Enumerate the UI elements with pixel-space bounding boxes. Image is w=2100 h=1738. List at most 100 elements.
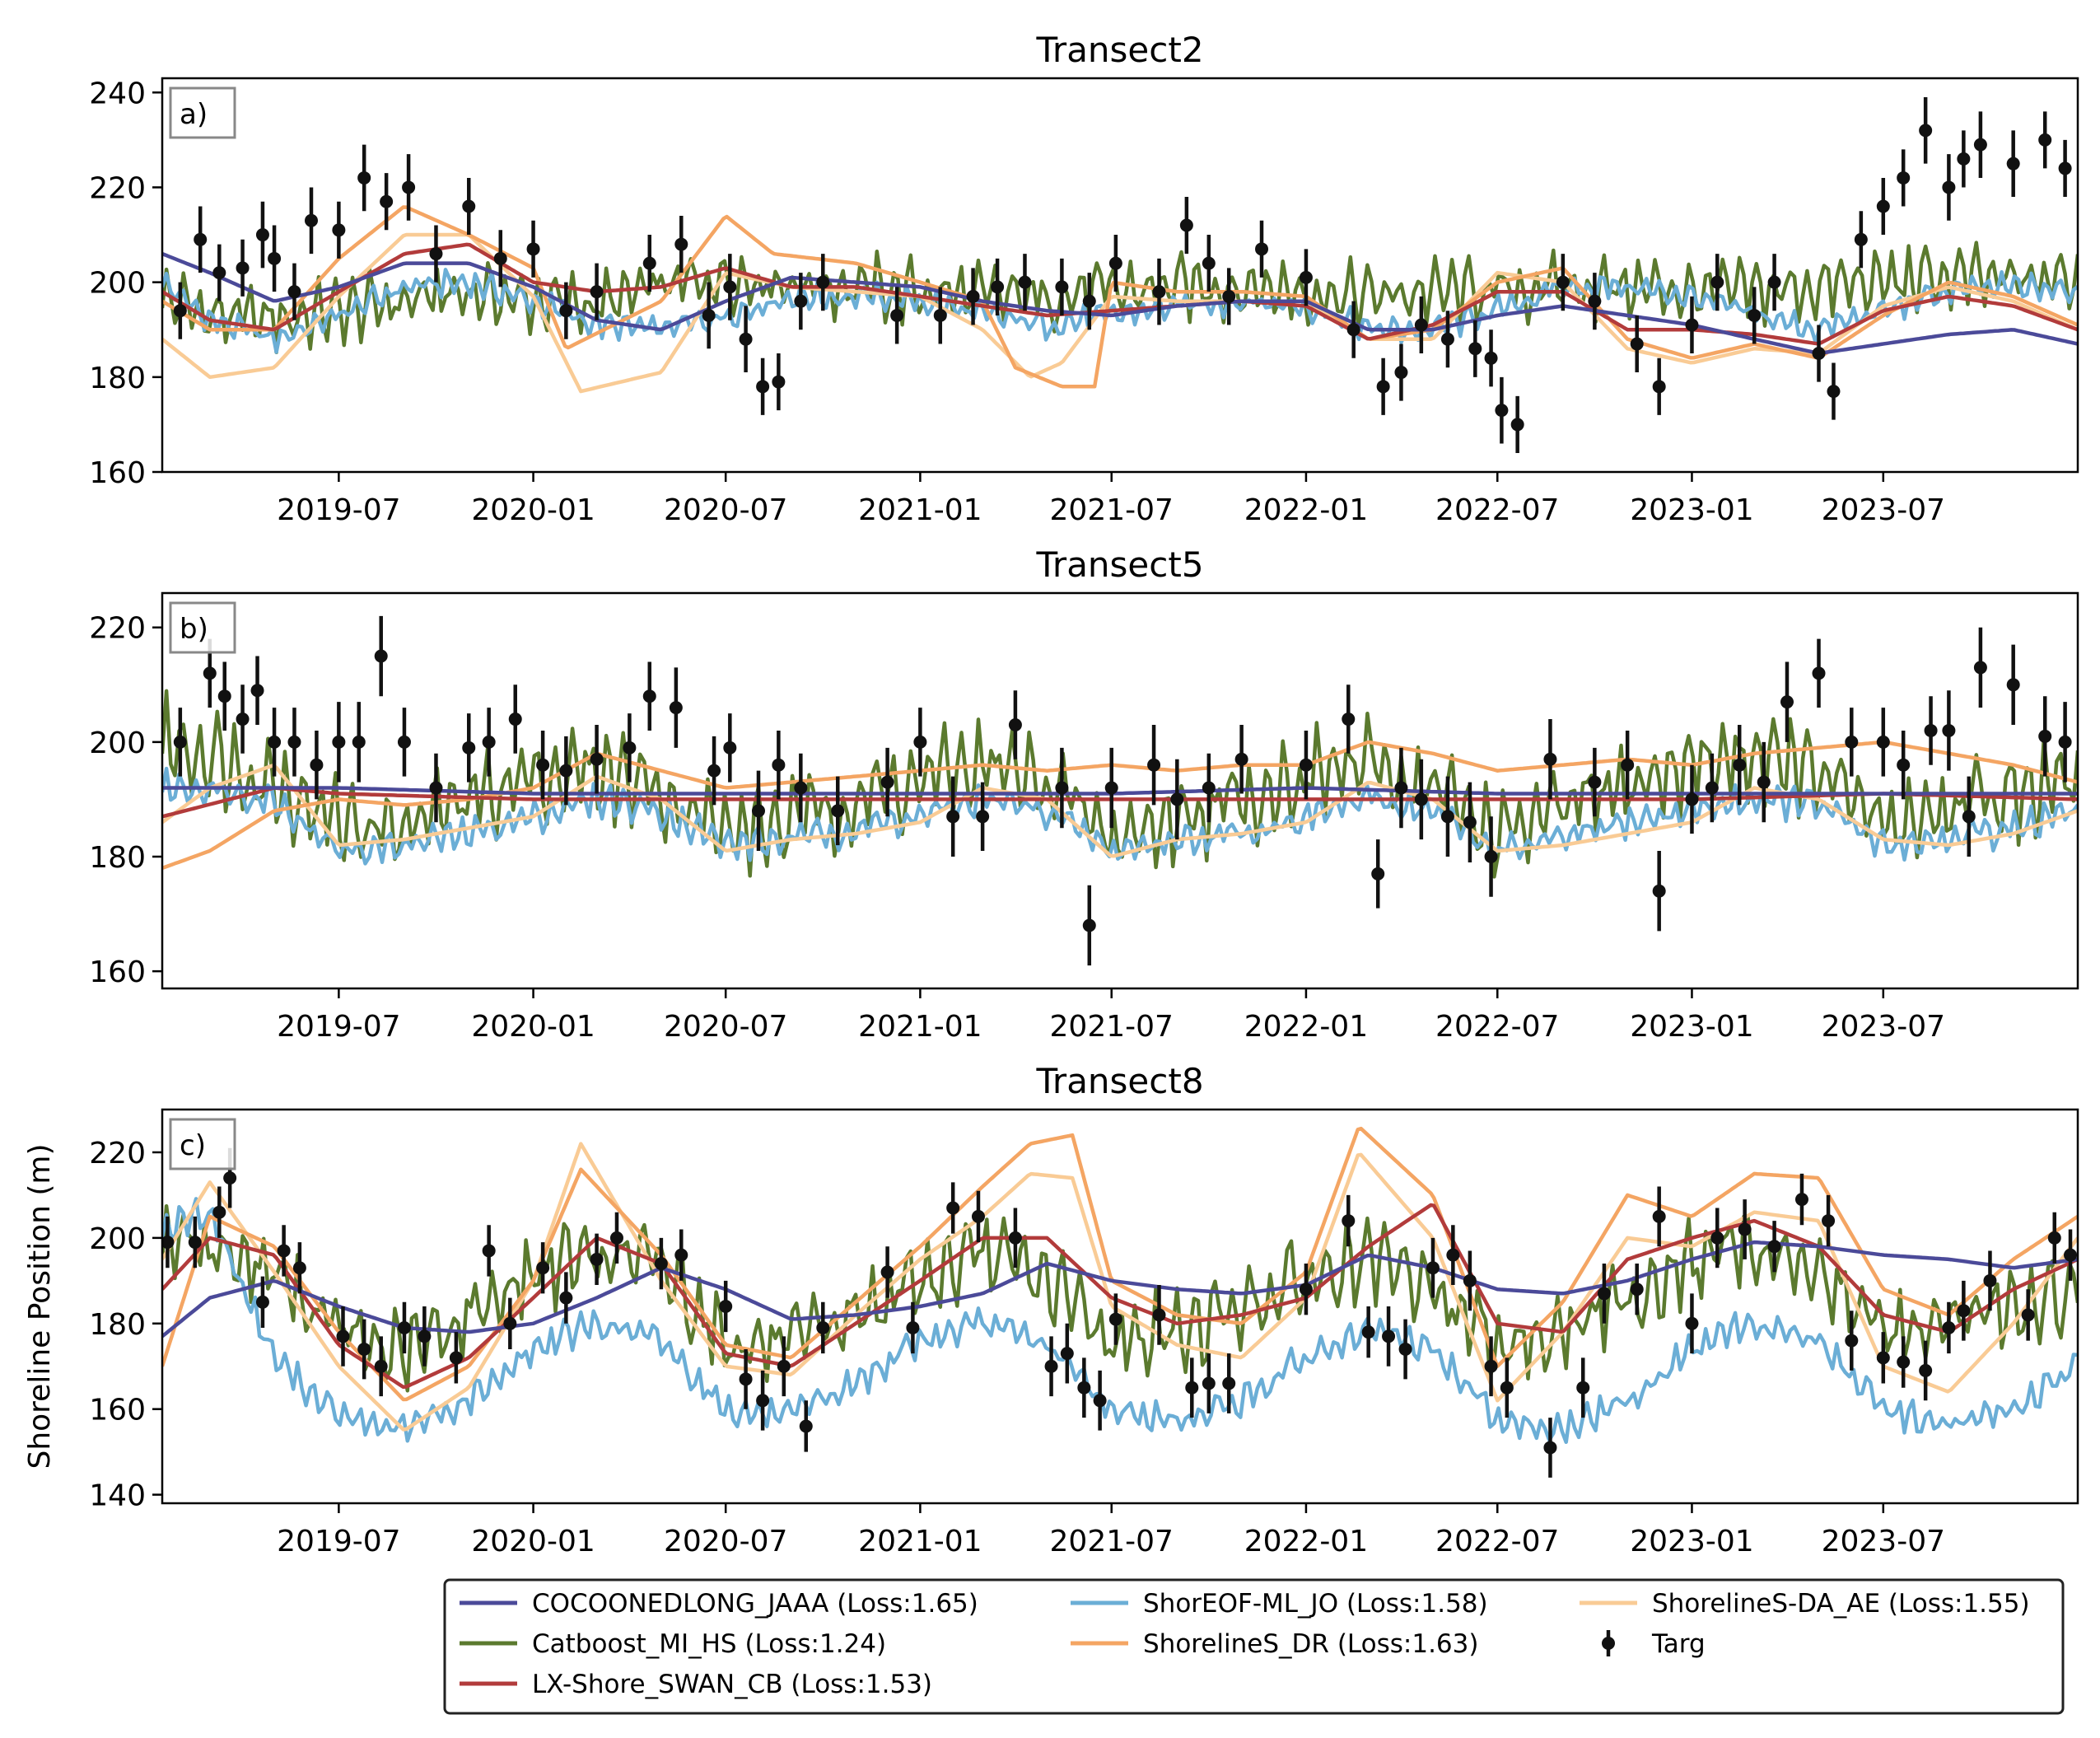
- target-point: [1556, 275, 1570, 289]
- x-tick-label: 2020-07: [664, 1525, 787, 1558]
- target-point: [1630, 1282, 1644, 1296]
- target-point: [1748, 308, 1762, 322]
- series-line: [162, 786, 2078, 796]
- target-point: [971, 1209, 985, 1223]
- panel-3: Transect8 140 160 180 200 220 2019-07 2020-01 20…: [89, 1061, 2079, 1558]
- series-line: [162, 232, 2078, 394]
- target-point: [1543, 752, 1557, 766]
- target-point: [536, 1261, 550, 1275]
- target-point: [1346, 323, 1360, 337]
- target-point: [777, 1359, 791, 1373]
- target-point: [1376, 380, 1390, 394]
- target-point: [723, 741, 737, 755]
- target-point: [462, 199, 476, 213]
- target-point: [674, 237, 688, 251]
- x-tick-label: 2023-01: [1630, 1010, 1753, 1044]
- target-point: [1957, 152, 1971, 166]
- target-point: [1152, 285, 1166, 299]
- y-tick-label: 220: [89, 1137, 146, 1170]
- target-point: [1705, 781, 1719, 795]
- target-point: [418, 1329, 432, 1343]
- target-point: [217, 689, 231, 703]
- target-point: [1255, 242, 1269, 256]
- x-tick-label: 2021-07: [1050, 1525, 1174, 1558]
- target-point: [1543, 1441, 1557, 1455]
- y-tick-label: 200: [89, 1222, 146, 1256]
- panel-tag-box: [169, 1118, 236, 1170]
- target-point: [669, 701, 683, 715]
- x-tick-label: 2023-07: [1822, 1010, 1945, 1044]
- target-point: [590, 752, 604, 766]
- target-point: [352, 735, 366, 749]
- target-point: [1897, 758, 1911, 772]
- target-point: [292, 1261, 306, 1275]
- target-point: [1812, 666, 1826, 680]
- panel-series: [162, 97, 2078, 453]
- series-line: [162, 763, 2078, 858]
- panel-2: Transect5 160 180 200 220 2019-07 2020-01 2020-…: [89, 544, 2079, 1044]
- target-point: [794, 781, 808, 795]
- target-point: [1484, 351, 1498, 365]
- target-point: [1876, 735, 1890, 749]
- target-point: [723, 280, 737, 294]
- target-point: [831, 804, 845, 818]
- target-point: [1371, 867, 1385, 881]
- y-tick-label: 200: [89, 267, 146, 301]
- series-line: [162, 205, 2078, 389]
- y-tick-label: 200: [89, 727, 146, 760]
- target-point: [559, 1291, 573, 1305]
- target-point: [719, 1300, 733, 1313]
- x-tick-label: 2022-01: [1244, 1525, 1368, 1558]
- target-point: [332, 223, 346, 237]
- target-point: [1398, 1342, 1412, 1356]
- target-point: [1446, 1248, 1460, 1262]
- target-point: [1767, 1240, 1781, 1254]
- target-point: [1897, 171, 1911, 185]
- target-point: [756, 380, 770, 394]
- target-point: [1710, 275, 1724, 289]
- panel-title: Transect2: [1035, 30, 1203, 70]
- target-point: [1414, 792, 1428, 806]
- legend-label: Catboost_MI_HS (Loss:1.24): [532, 1629, 886, 1659]
- target-point: [1342, 712, 1356, 727]
- target-point: [739, 332, 753, 346]
- target-point: [1942, 180, 1956, 194]
- target-point: [772, 375, 786, 389]
- target-point: [188, 1236, 202, 1250]
- series-line: [162, 1203, 2078, 1393]
- panel-tag: a): [180, 98, 208, 131]
- target-point: [503, 1316, 517, 1330]
- x-tick-label: 2022-07: [1435, 1010, 1559, 1044]
- target-point: [268, 251, 282, 265]
- target-point: [906, 1320, 920, 1334]
- panel-series: [162, 615, 2078, 966]
- series-line: [162, 251, 2078, 355]
- target-point: [1630, 337, 1644, 351]
- target-point: [287, 285, 301, 299]
- panel-tag: c): [180, 1129, 206, 1162]
- x-tick-label: 2019-07: [277, 493, 400, 527]
- target-point: [332, 735, 346, 749]
- x-tick-label: 2023-07: [1822, 1525, 1945, 1558]
- target-point: [2021, 1308, 2035, 1322]
- target-point: [357, 171, 371, 185]
- target-point: [1500, 1381, 1514, 1395]
- legend-label: ShorelineS-DA_AE (Loss:1.55): [1652, 1589, 2030, 1619]
- target-point: [1202, 1376, 1216, 1390]
- target-point: [1104, 781, 1118, 795]
- target-point: [642, 256, 656, 270]
- x-tick-label: 2021-01: [858, 1525, 982, 1558]
- target-point: [991, 280, 1005, 294]
- y-tick-label: 160: [89, 456, 146, 490]
- target-point: [173, 735, 187, 749]
- target-point: [1685, 1316, 1699, 1330]
- target-point: [236, 712, 250, 727]
- target-point: [2006, 157, 2020, 171]
- series-line: [162, 1142, 2078, 1432]
- target-point: [880, 1265, 894, 1279]
- series-line: [162, 786, 2078, 819]
- target-point: [304, 213, 318, 227]
- target-point: [1685, 318, 1699, 332]
- target-point: [2058, 161, 2072, 175]
